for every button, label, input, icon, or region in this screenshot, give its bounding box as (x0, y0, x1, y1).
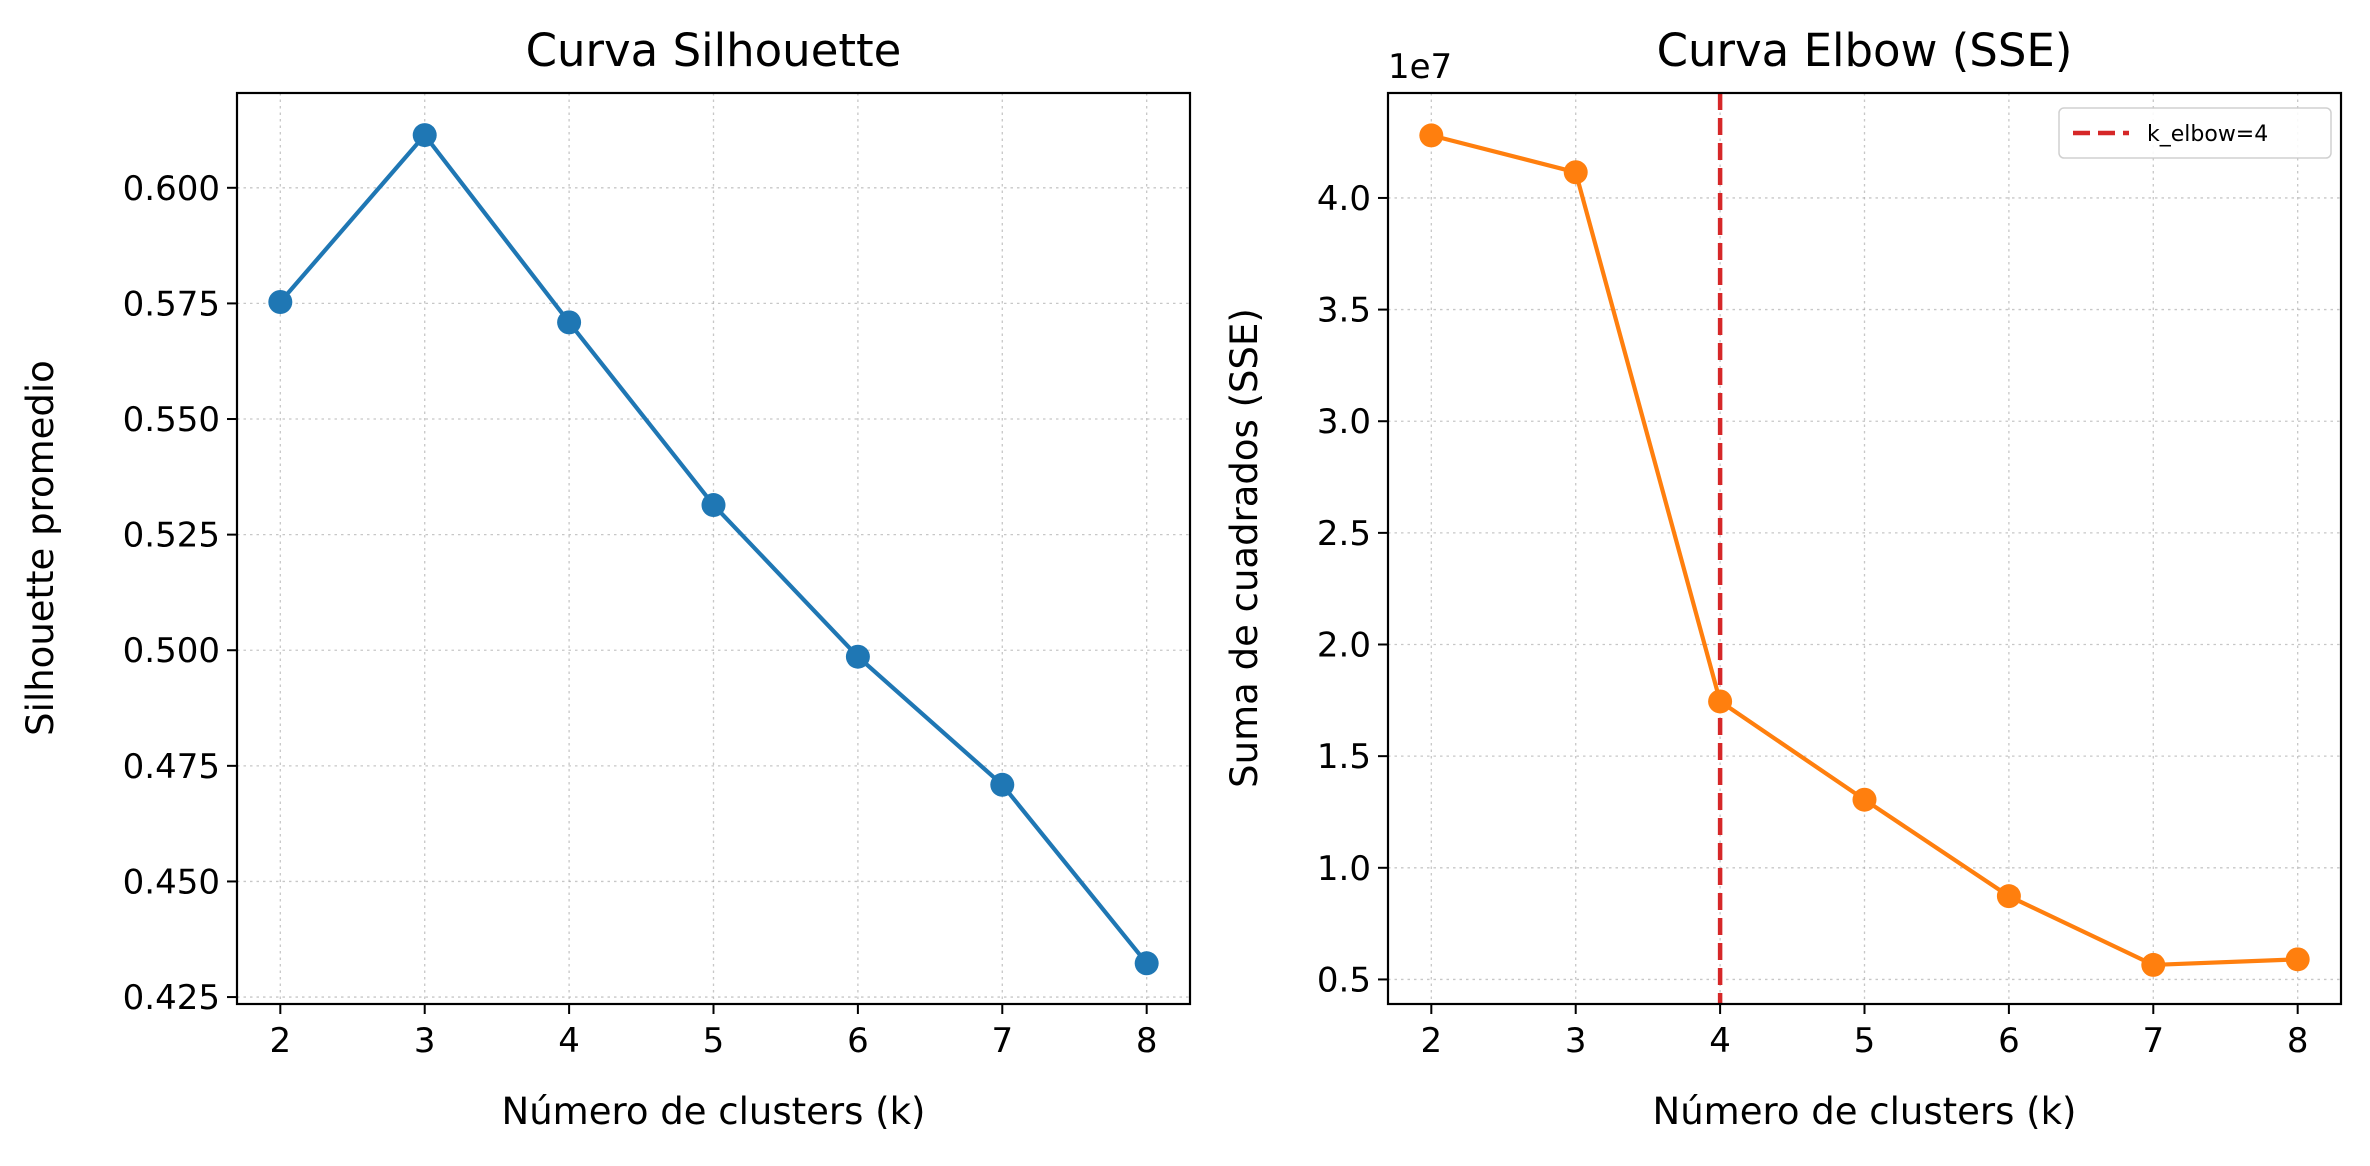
data-point (701, 493, 726, 518)
data-point (2285, 947, 2310, 972)
legend-box (2058, 107, 2332, 159)
y-axis-label: Suma de cuadrados (SSE) (1223, 308, 1266, 788)
y-axis-label: Silhouette promedio (19, 360, 62, 736)
y-tick-label: 0.450 (123, 862, 220, 902)
chart-2: 2 3 4 5 6 7 8 0.5 1.0 1.5 2.0 2.5 3.0 3.5 4.0 Curva Elb… (1223, 24, 2343, 1133)
y-tick-label: 1.5 (1317, 737, 1371, 777)
x-tick-label: 7 (991, 1021, 1013, 1061)
y-tick-label: 2.5 (1317, 514, 1371, 554)
legend: k_elbow=4 (2058, 107, 2332, 159)
y-tick-label: 0.475 (123, 747, 220, 787)
data-point (1852, 787, 1877, 812)
y-tick-label: 3.5 (1317, 291, 1371, 331)
data-point (845, 644, 870, 669)
data-point (990, 772, 1015, 797)
x-tick-label: 3 (1565, 1021, 1587, 1061)
data-point (1996, 884, 2021, 909)
data-point (1563, 160, 1588, 185)
chart-1: 2 3 4 5 6 7 8 0.425 0.450 0.475 0.500 0.525 0.550 0.5… (19, 24, 1192, 1133)
x-tick-label: 7 (2142, 1021, 2164, 1061)
y-tick-label: 0.425 (123, 978, 220, 1018)
x-tick-label: 5 (703, 1021, 725, 1061)
x-tick-label: 4 (1709, 1021, 1731, 1061)
y-tick-label: 1.0 (1317, 849, 1371, 889)
chart-title: Curva Elbow (SSE) (1657, 24, 2073, 77)
x-tick-label: 8 (2287, 1021, 2309, 1061)
gridlines (237, 93, 1190, 1004)
data-point (557, 310, 582, 335)
y-tick-label: 2.0 (1317, 626, 1371, 666)
x-tick-label: 2 (1420, 1021, 1442, 1061)
gridlines (1388, 93, 2341, 1004)
x-tick-label: 3 (414, 1021, 436, 1061)
data-point (1708, 689, 1733, 714)
y-tick-label: 3.0 (1317, 402, 1371, 442)
data-point (412, 123, 437, 148)
data-point (1134, 951, 1159, 976)
data-point (1419, 123, 1444, 148)
data-point (268, 290, 293, 315)
y-tick-label: 0.600 (123, 169, 220, 209)
chart-title: Curva Silhouette (526, 24, 902, 77)
y-offset-label: 1e7 (1388, 47, 1452, 87)
y-tick-label: 0.500 (123, 631, 220, 671)
x-axis-label: Número de clusters (k) (1653, 1090, 2077, 1133)
x-tick-label: 4 (558, 1021, 580, 1061)
x-tick-label: 8 (1136, 1021, 1158, 1061)
y-tick-label: 0.550 (123, 400, 220, 440)
legend-label: k_elbow=4 (2147, 122, 2268, 147)
y-tick-label: 0.5 (1317, 960, 1371, 1000)
x-tick-label: 6 (847, 1021, 869, 1061)
data-point (2141, 952, 2166, 977)
x-tick-label: 2 (269, 1021, 291, 1061)
x-tick-label: 5 (1854, 1021, 1876, 1061)
y-tick-label: 0.575 (123, 284, 220, 324)
x-axis-label: Número de clusters (k) (502, 1090, 926, 1133)
y-tick-label: 4.0 (1317, 179, 1371, 219)
y-tick-label: 0.525 (123, 516, 220, 556)
x-tick-label: 6 (1998, 1021, 2020, 1061)
